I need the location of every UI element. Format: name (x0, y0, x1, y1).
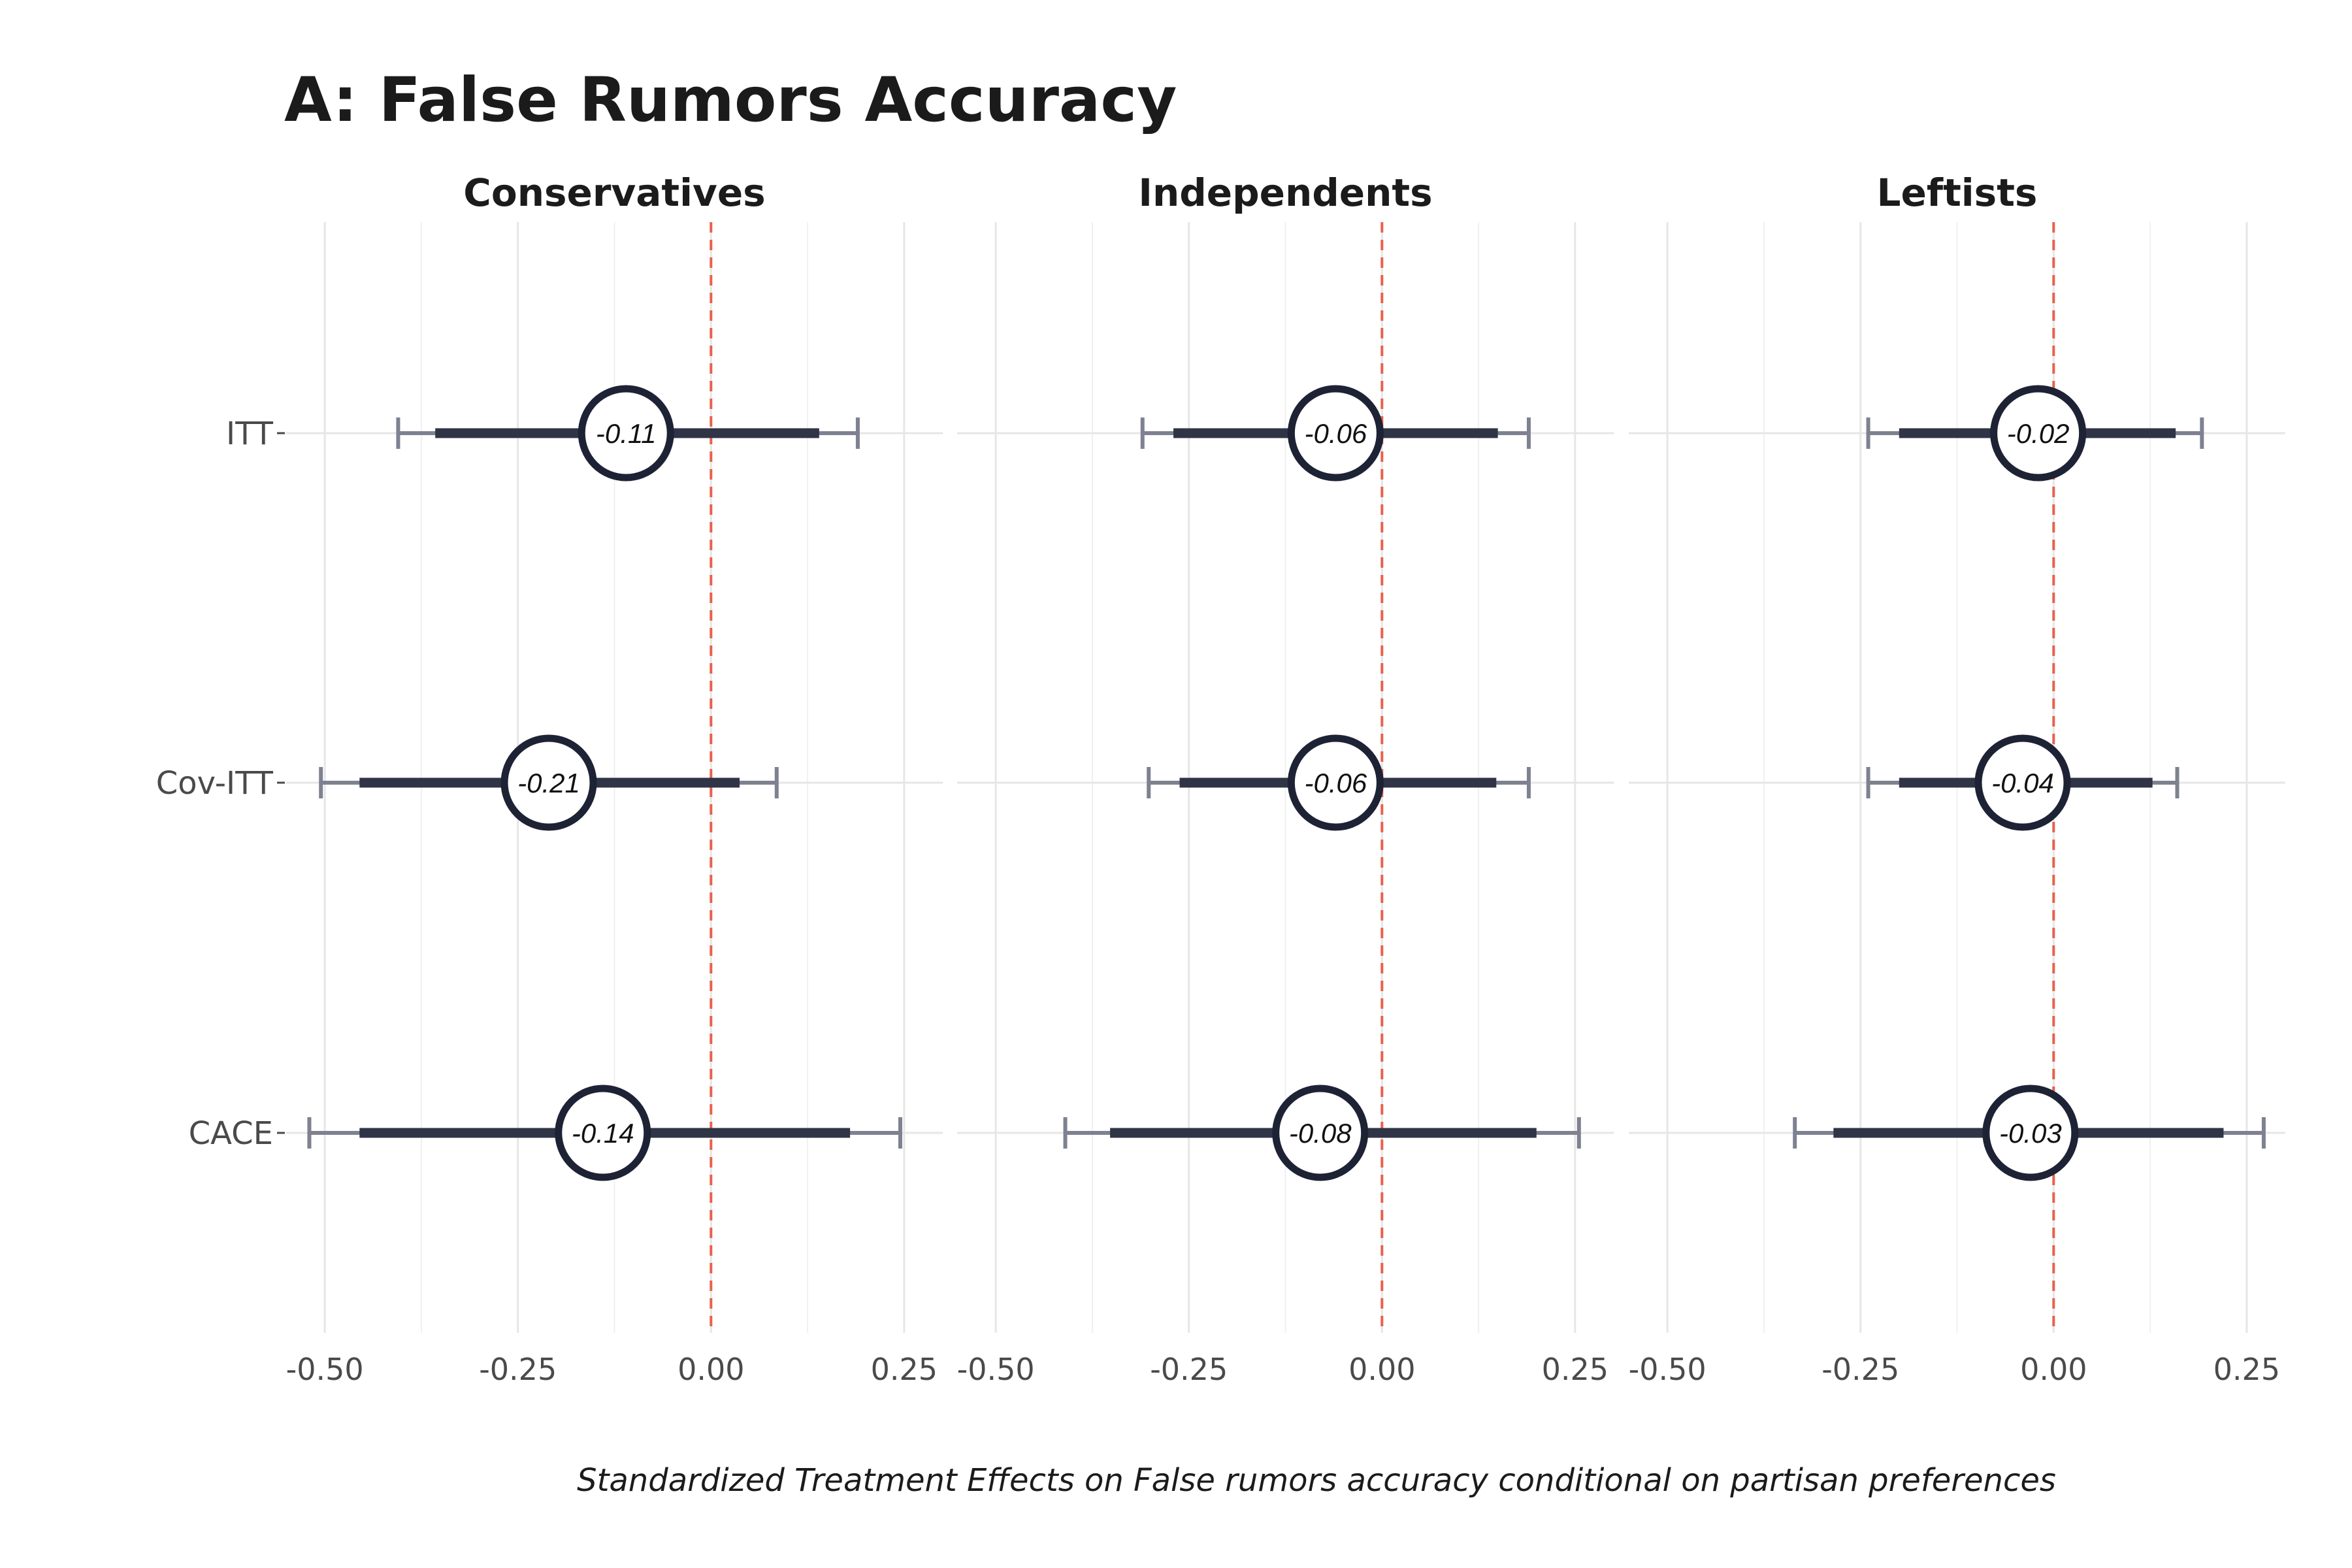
chart-caption: Standardized Treatment Effects on False … (577, 1462, 2056, 1499)
x-tick-label: -0.50 (957, 1352, 1035, 1387)
facet-panel-independents: Independents -0.50 -0.25 0.00 0.25 -0.06 -0.06… (957, 171, 1614, 1387)
estimate-point (1272, 1085, 1369, 1181)
x-tick-label: 0.25 (1542, 1352, 1609, 1387)
facets-layer: Conservatives -0.50 -0.25 0.00 0.25 -0.11 -0.2… (286, 171, 2285, 1387)
x-tick-label: 0.00 (678, 1352, 744, 1387)
estimate-point (555, 1085, 651, 1181)
estimate-point (578, 385, 674, 482)
x-tick-label: -0.50 (1629, 1352, 1707, 1387)
estimate-cace: -0.08 (1063, 1085, 1581, 1181)
estimate-point (1982, 1085, 2079, 1181)
estimate-label: -0.06 (1304, 768, 1367, 798)
facet-title: Conservatives (463, 171, 765, 215)
estimate-label: -0.06 (1304, 418, 1367, 449)
chart-title: A: False Rumors Accuracy (284, 65, 1177, 136)
estimate-label: -0.08 (1289, 1118, 1352, 1149)
x-tick-label: -0.25 (1821, 1352, 1899, 1387)
x-tick-label: -0.25 (479, 1352, 557, 1387)
x-tick-label: -0.25 (1150, 1352, 1228, 1387)
estimate-point (1287, 385, 1384, 482)
estimate-point (500, 734, 597, 831)
estimate-point (1990, 385, 2087, 482)
estimate-cace: -0.14 (307, 1085, 902, 1181)
y-category-label: Cov-ITT (156, 765, 274, 802)
estimate-label: -0.02 (2007, 418, 2070, 449)
estimate-itt: -0.02 (1866, 385, 2204, 482)
estimate-cov-itt: -0.21 (319, 734, 779, 831)
estimate-label: -0.04 (1991, 768, 2054, 798)
estimate-itt: -0.06 (1140, 385, 1531, 482)
facet-panel-leftists: Leftists -0.50 -0.25 0.00 0.25 -0.02 -0.04 -0.0… (1629, 171, 2285, 1387)
x-tick-label: 0.00 (1348, 1352, 1415, 1387)
x-tick-label: 0.25 (2213, 1352, 2280, 1387)
x-tick-label: 0.25 (871, 1352, 938, 1387)
estimate-point (1287, 734, 1384, 831)
estimate-cov-itt: -0.04 (1866, 734, 2180, 831)
y-category-label: CACE (189, 1115, 273, 1152)
x-tick-label: -0.50 (286, 1352, 364, 1387)
facet-title: Independents (1138, 171, 1432, 215)
estimate-point (1974, 734, 2071, 831)
estimate-itt: -0.11 (396, 385, 860, 482)
estimate-cace: -0.03 (1793, 1085, 2266, 1181)
estimate-label: -0.11 (596, 418, 657, 449)
facet-panel-conservatives: Conservatives -0.50 -0.25 0.00 0.25 -0.11 -0.2… (286, 171, 943, 1387)
y-category-label: ITT (226, 416, 274, 452)
estimate-label: -0.14 (572, 1118, 634, 1149)
facet-title: Leftists (1877, 171, 2038, 215)
estimate-cov-itt: -0.06 (1147, 734, 1531, 831)
estimate-label: -0.03 (1999, 1118, 2062, 1149)
x-tick-label: 0.00 (2020, 1352, 2087, 1387)
y-axis-categories: ITT Cov-ITT CACE (156, 416, 285, 1152)
estimate-label: -0.21 (517, 768, 580, 798)
